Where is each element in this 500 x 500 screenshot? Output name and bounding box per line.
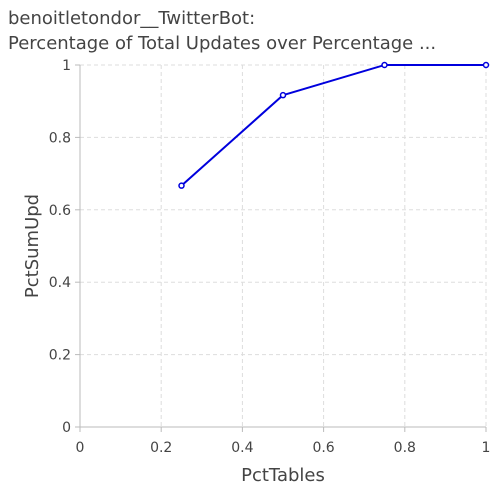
y-tick-label: 0.6 xyxy=(49,203,71,219)
chart-title: benoitletondor__TwitterBot: Percentage o… xyxy=(8,6,436,56)
grid-lines xyxy=(80,64,487,427)
x-tick-label: 0.6 xyxy=(312,440,334,456)
data-point xyxy=(381,61,388,69)
series-line xyxy=(180,64,486,187)
y-tick-label: 0.4 xyxy=(49,275,71,291)
x-tick-label: 1 xyxy=(482,440,491,456)
data-series xyxy=(178,61,490,189)
data-point xyxy=(178,182,185,189)
y-tick-label: 1 xyxy=(62,58,71,74)
x-tick-label: 0 xyxy=(76,440,85,456)
axes xyxy=(75,64,487,432)
tick-labels: 0 0.2 0.4 0.6 0.8 1 0 0.2 0.4 0.6 0.8 1 xyxy=(49,58,491,456)
x-axis-label: PctTables xyxy=(241,465,325,486)
data-point xyxy=(482,61,490,69)
x-tick-label: 0.2 xyxy=(150,440,172,456)
y-tick-label: 0.2 xyxy=(49,348,71,364)
chart-title-line-2: Percentage of Total Updates over Percent… xyxy=(8,33,437,54)
chart-title-line-1: benoitletondor__TwitterBot: xyxy=(8,8,256,29)
y-tick-label: 0 xyxy=(62,420,71,436)
y-axis-label: PctSumUpd xyxy=(22,194,43,298)
x-tick-label: 0.8 xyxy=(394,440,416,456)
y-tick-label: 0.8 xyxy=(49,130,71,146)
data-point xyxy=(279,91,287,99)
x-tick-label: 0.4 xyxy=(231,440,253,456)
